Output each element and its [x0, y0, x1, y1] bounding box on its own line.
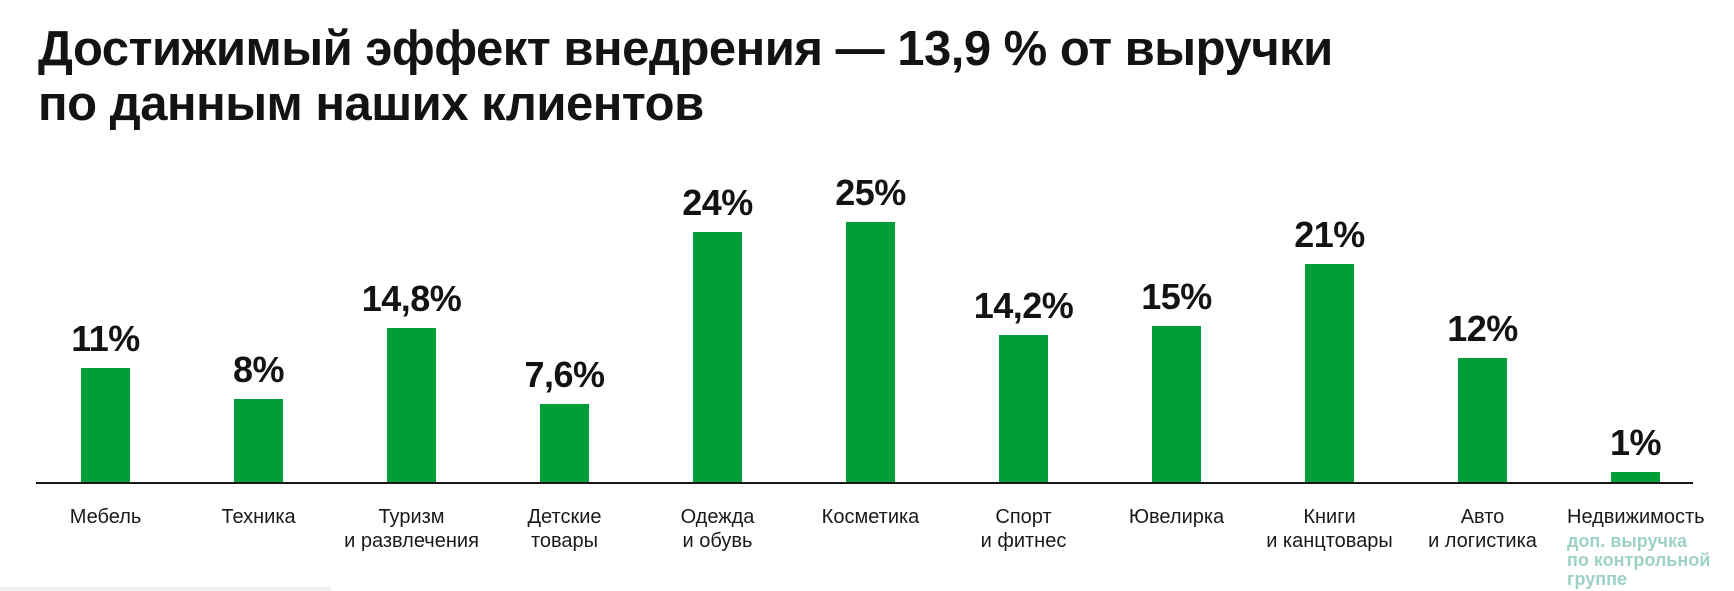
category-label-line: Спорт — [995, 506, 1052, 528]
category-label: Мебель — [29, 499, 182, 589]
bar-value-label: 15% — [1141, 276, 1212, 317]
category-label: Спорт и фитнес — [947, 499, 1100, 589]
bar-value-label: 21% — [1294, 214, 1365, 255]
bar — [1458, 358, 1507, 483]
bar — [846, 222, 895, 483]
bar-value-label: 1% — [1609, 422, 1662, 463]
bar — [1305, 264, 1354, 483]
chart-column: 24% — [641, 0, 794, 483]
bar-value-label: 14,8% — [361, 278, 462, 319]
bottom-edge-line — [0, 587, 331, 591]
category-label: Детские товары — [488, 499, 641, 589]
chart-column: 11% — [29, 0, 182, 483]
bar-value-label: 14,2% — [973, 285, 1074, 326]
chart-column: 12% — [1406, 0, 1559, 483]
category-label-line: Техника — [221, 506, 296, 528]
chart-column: 8% — [182, 0, 335, 483]
chart-title-line-1: Достижимый эффект внедрения — 13,9 % от … — [38, 22, 1333, 76]
category-label-line: Детские — [527, 506, 602, 528]
chart-column: 14,2% — [947, 0, 1100, 483]
bar-chart: 11% 8% 14,8% 7,6% 24% 25% 14,2% 15% 21% 12% 1% — [29, 0, 1712, 483]
x-axis-line — [36, 482, 1693, 484]
category-label: Косметика — [794, 499, 947, 589]
category-label: Недвижимость доп. выручка по контрольной гр… — [1559, 499, 1712, 589]
category-label: Ювелирка — [1100, 499, 1253, 589]
category-label: Одежда и обувь — [641, 499, 794, 589]
category-label: Техника — [182, 499, 335, 589]
category-label: Туризм и развлечения — [335, 499, 488, 589]
category-label-line: Книги — [1303, 506, 1356, 528]
bar-value-label: 11% — [71, 318, 140, 359]
category-note-line: доп. выручка — [1567, 531, 1687, 551]
category-label-line: Одежда — [680, 506, 755, 528]
chart-title: Достижимый эффект внедрения — 13,9 % от … — [38, 22, 1333, 132]
bar-value-label: 7,6% — [524, 354, 605, 395]
bar — [387, 328, 436, 483]
category-label: Книги и канцтовары — [1253, 499, 1406, 589]
bar — [540, 404, 589, 483]
bar-value-label: 24% — [682, 182, 753, 223]
category-label-line: товары — [530, 530, 599, 552]
category-note-line: группе — [1567, 569, 1628, 589]
category-label-line: Косметика — [821, 506, 920, 528]
category-label-line: Туризм — [378, 506, 445, 528]
category-label: Авто и логистика — [1406, 499, 1559, 589]
bar — [234, 399, 283, 483]
bar — [1152, 326, 1201, 483]
chart-column: 21% — [1253, 0, 1406, 483]
category-label-line: и канцтовары — [1266, 530, 1393, 552]
bar — [693, 232, 742, 483]
bar — [81, 368, 130, 483]
category-label-row: Мебель Техника Туризм и развлечения Детские т… — [29, 499, 1712, 589]
chart-column: 15% — [1100, 0, 1253, 483]
bar — [999, 335, 1048, 483]
category-label-line: Авто — [1460, 506, 1505, 528]
chart-column: 7,6% — [488, 0, 641, 483]
category-label-line: и фитнес — [980, 530, 1067, 552]
chart-column: 14,8% — [335, 0, 488, 483]
bar — [1611, 472, 1660, 483]
category-label-line: Мебель — [69, 506, 142, 528]
category-label-line: и логистика — [1428, 530, 1537, 552]
chart-title-line-2: по данным наших клиентов — [38, 77, 704, 131]
bar-value-label: 12% — [1447, 308, 1518, 349]
chart-column: 25% — [794, 0, 947, 483]
category-label-line: Ювелирка — [1128, 506, 1225, 528]
category-label-line: Недвижимость — [1567, 506, 1705, 528]
bar-value-label: 25% — [835, 172, 906, 213]
chart-column: 1% — [1559, 0, 1712, 483]
bar-value-label: 8% — [232, 349, 285, 390]
category-note-line: по контрольной — [1567, 550, 1711, 570]
category-label-line: и обувь — [682, 530, 753, 552]
category-label-line: и развлечения — [344, 530, 479, 552]
